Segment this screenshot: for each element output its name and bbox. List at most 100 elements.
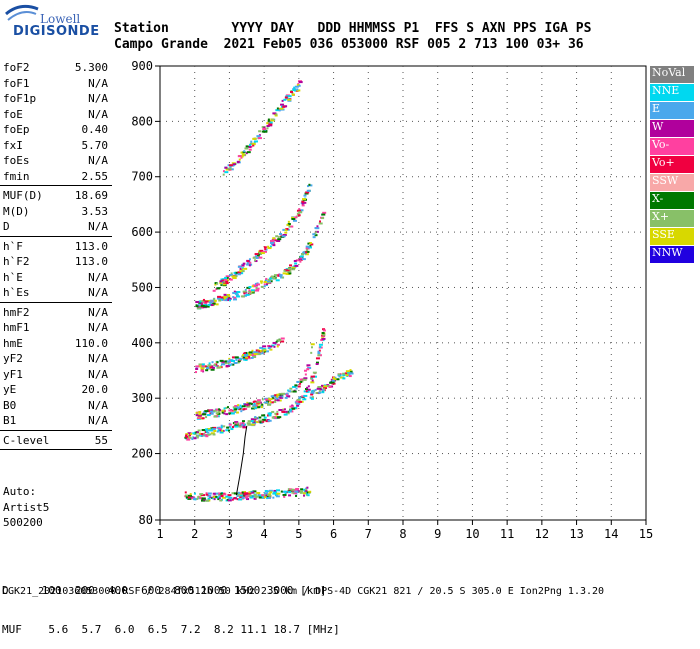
grid-dot [610,384,612,385]
grid-dot [541,366,543,367]
grid-dot [526,397,527,399]
echo-point [294,262,298,265]
grid-dot [194,210,196,211]
grid-dot [541,222,543,223]
digisonde-logo-swoosh [5,4,39,21]
echo-point [255,284,258,287]
echo-point [217,412,221,415]
grid-dot [506,186,508,187]
grid-dot [333,444,335,445]
grid-dot [576,498,578,499]
grid-dot [333,474,335,475]
echo-point [251,285,254,288]
echo-point [246,262,249,265]
grid-dot [402,228,404,229]
grid-dot [244,397,245,399]
grid-dot [562,397,563,399]
grid-dot [402,84,404,85]
echo-point [250,423,255,426]
echo-point [248,258,251,261]
grid-dot [402,120,404,121]
echo-point [223,293,227,296]
grid-dot [367,186,369,187]
echo-point [307,385,310,388]
echo-point [246,404,251,407]
trace-high-altitude-multi-hop [222,80,303,176]
echo-point [240,422,243,425]
grid-dot [430,342,431,344]
grid-dot [263,438,265,439]
grid-dot [541,300,543,301]
grid-dot [506,108,508,109]
grid-dot [232,231,233,233]
grid-dot [640,231,641,233]
grid-dot [394,397,395,399]
grid-dot [346,176,347,178]
echo-point [272,237,276,240]
echo-point [207,497,211,500]
grid-dot [263,204,265,205]
grid-dot [226,120,227,122]
echo-point [282,105,286,108]
grid-dot [334,342,335,344]
grid-dot [194,288,196,289]
echo-point [240,295,245,298]
grid-dot [402,318,404,319]
grid-dot [263,480,265,481]
grid-dot [541,114,543,115]
grid-dot [576,210,578,211]
echo-point [284,96,288,99]
echo-point [252,490,257,493]
grid-dot [460,397,461,399]
echo-point [258,419,263,422]
grid-dot [263,78,265,79]
grid-dot [471,372,473,373]
echo-point [276,416,280,419]
echo-point [263,130,268,133]
grid-dot [576,120,578,121]
grid-dot [194,216,196,217]
grid-dot [576,72,578,73]
param-label: foEs [3,154,30,167]
echo-point [240,493,245,496]
grid-dot [550,231,551,233]
grid-dot [576,114,578,115]
grid-dot [402,492,404,493]
echo-point [267,278,272,281]
grid-dot [333,78,335,79]
grid-dot [610,234,612,235]
grid-dot [194,258,196,259]
grid-dot [541,360,543,361]
echo-point [323,385,328,388]
grid-dot [228,108,230,109]
grid-dot [280,286,281,288]
echo-point [232,406,237,409]
echo-point [266,280,271,283]
grid-dot [576,456,578,457]
echo-point [237,155,242,158]
echo-point [262,348,267,351]
grid-dot [196,397,197,399]
grid-dot [172,120,173,122]
grid-dot [576,354,578,355]
grid-dot [333,492,335,493]
echo-point [241,270,245,273]
grid-dot [367,312,369,313]
grid-dot [556,397,557,399]
grid-dot [471,192,473,193]
param-value: N/A [88,286,108,299]
grid-dot [576,270,578,271]
echo-point [213,496,216,499]
grid-dot [376,286,377,288]
echo-point [347,372,350,375]
grid-dot [367,162,369,163]
echo-point [260,406,263,409]
grid-dot [382,453,383,455]
grid-dot [471,114,473,115]
grid-dot [576,96,578,97]
grid-dot [640,120,641,122]
echo-point [310,243,314,246]
grid-dot [367,462,369,463]
grid-dot [263,354,265,355]
echo-point [201,417,205,420]
